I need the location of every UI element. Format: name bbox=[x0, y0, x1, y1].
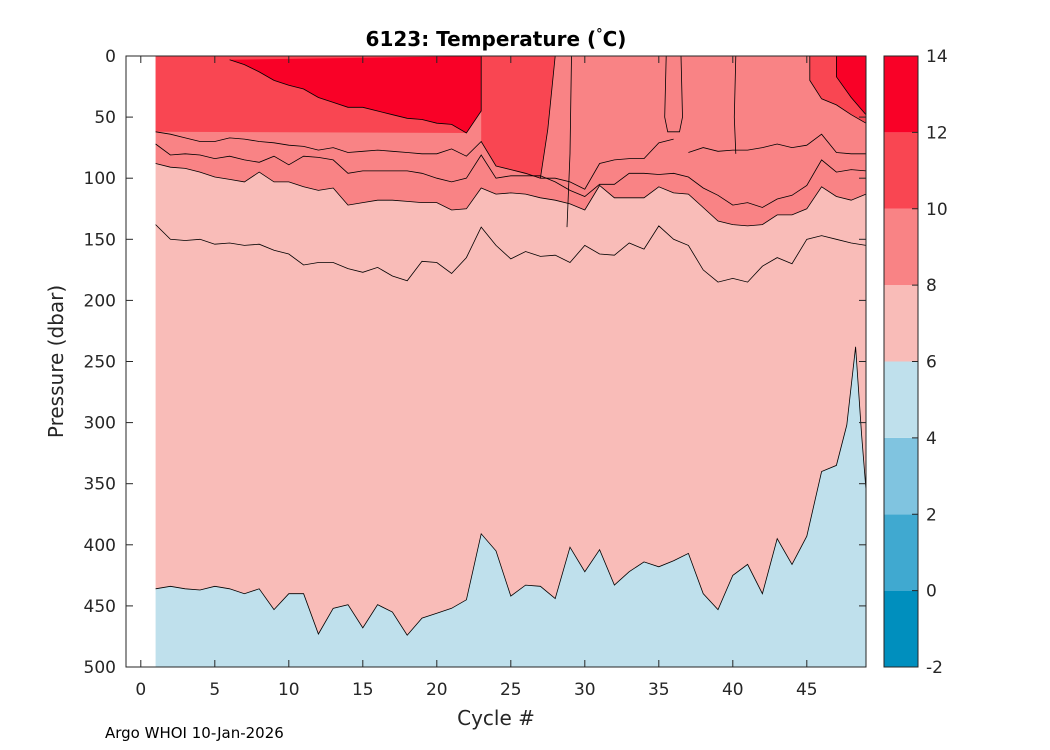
contour-isotherm-10-left bbox=[566, 55, 572, 228]
colorbar-tick-label: -2 bbox=[926, 658, 943, 678]
y-tick-label: 450 bbox=[84, 597, 116, 617]
x-tick-label: 0 bbox=[135, 680, 146, 700]
colorbar-swatch bbox=[884, 361, 918, 438]
contour-isotherm-11-b bbox=[540, 55, 556, 179]
y-tick-label: 150 bbox=[84, 230, 116, 250]
y-axis-label: Pressure (dbar) bbox=[44, 285, 68, 438]
title-main: 6123: Temperature ( bbox=[366, 27, 597, 51]
x-tick-label: 30 bbox=[574, 680, 596, 700]
band-12-14-left bbox=[229, 56, 482, 133]
contour-isotherm-9 bbox=[155, 143, 867, 208]
colorbar-tick-label: 10 bbox=[926, 200, 948, 220]
contour-isotherm-10-mid bbox=[733, 55, 737, 154]
contour-isotherm-8 bbox=[155, 163, 867, 227]
colorbar-swatch bbox=[884, 590, 918, 667]
x-axis-label: Cycle # bbox=[457, 706, 535, 730]
contour-isotherm-12-a bbox=[229, 56, 482, 134]
colorbar-tick-label: 12 bbox=[926, 123, 948, 143]
y-tick-label: 300 bbox=[84, 414, 116, 434]
colorbar-tick-label: 4 bbox=[926, 429, 937, 449]
colorbar: -2 0 2 4 6 8 10 12 14 bbox=[883, 47, 948, 678]
contour-isotherm-5 bbox=[155, 346, 867, 636]
footer-credit: Argo WHOI 10-Jan-2026 bbox=[105, 724, 284, 742]
y-tick-label: 50 bbox=[94, 108, 116, 128]
chart-title: 6123: Temperature (°C) bbox=[366, 27, 627, 51]
x-tick-label: 35 bbox=[648, 680, 670, 700]
colorbar-tick-label: 2 bbox=[926, 505, 937, 525]
y-tick-label: 350 bbox=[84, 475, 116, 495]
contour-isotherm-7 bbox=[155, 224, 867, 283]
band-4-6 bbox=[155, 346, 867, 667]
x-tick-label: 15 bbox=[352, 680, 374, 700]
contour-isotherm-11-right bbox=[809, 56, 867, 124]
colorbar-swatch bbox=[884, 437, 918, 515]
plot-area bbox=[126, 55, 867, 667]
y-tick-label: 0 bbox=[105, 47, 116, 67]
title-degree: ° bbox=[596, 27, 603, 42]
y-tick-label: 200 bbox=[84, 291, 116, 311]
band-12-14-right bbox=[836, 56, 866, 115]
x-tick-label: 40 bbox=[722, 680, 744, 700]
y-tick-label: 400 bbox=[84, 536, 116, 556]
band-10-12-mid bbox=[481, 56, 556, 179]
colorbar-swatch bbox=[884, 56, 918, 133]
axes: 0 5 10 15 20 25 30 35 40 450501001502002503003504… bbox=[84, 47, 867, 700]
colorbar-tick-label: 8 bbox=[926, 276, 937, 296]
colorbar-tick-label: 14 bbox=[926, 47, 948, 67]
contour-isotherm-10-b bbox=[688, 133, 866, 155]
colorbar-swatch bbox=[884, 285, 918, 362]
y-tick-label: 100 bbox=[84, 169, 116, 189]
x-tick-label: 25 bbox=[500, 680, 522, 700]
contour-isotherm-12-b bbox=[836, 56, 867, 115]
x-tick-label: 20 bbox=[426, 680, 448, 700]
contour-isotherm-10-tongue bbox=[664, 55, 683, 133]
x-tick-label: 10 bbox=[278, 680, 300, 700]
colorbar-swatch bbox=[884, 208, 918, 286]
colorbar-tick-label: 6 bbox=[926, 353, 937, 373]
band-6-8-deep bbox=[155, 224, 867, 636]
band-6-8 bbox=[155, 163, 867, 283]
colorbar-swatch bbox=[884, 132, 918, 209]
title-unit: C) bbox=[603, 27, 627, 51]
x-tick-label: 45 bbox=[796, 680, 818, 700]
y-tick-label: 250 bbox=[84, 353, 116, 373]
colorbar-tick-label: 0 bbox=[926, 582, 937, 602]
y-tick-label: 500 bbox=[84, 658, 116, 678]
x-tick-label: 5 bbox=[209, 680, 220, 700]
contour-isotherm-10-a bbox=[155, 131, 674, 190]
colorbar-swatch bbox=[884, 514, 918, 591]
